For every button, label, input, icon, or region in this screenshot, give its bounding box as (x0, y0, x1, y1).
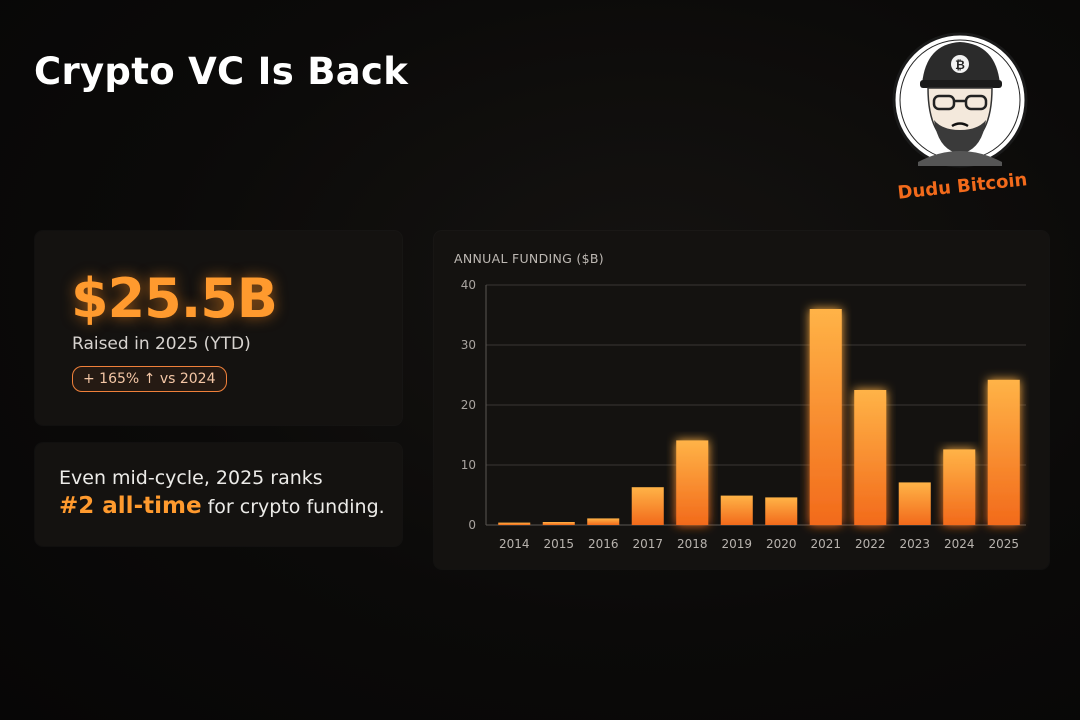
x-tick-label: 2021 (810, 537, 841, 551)
bar-2019 (720, 495, 753, 525)
bar-2021 (809, 309, 842, 525)
bar-2018 (676, 440, 709, 525)
y-tick-label: 0 (468, 518, 476, 532)
note-line-2: #2 all-time for crypto funding. (59, 493, 385, 519)
x-tick-label: 2014 (499, 537, 530, 551)
bar-chart: 0 10 20 30 40 2014 2015 2016 2017 2018 2019 2020 20… (461, 278, 1026, 551)
bar-2017 (631, 487, 664, 525)
brand-logo: ₿ Dudu Bitcoin (892, 32, 1029, 200)
x-tick-label: 2025 (988, 537, 1019, 551)
brand-name: Dudu Bitcoin (897, 169, 1029, 200)
headline-value: $25.5B (71, 267, 278, 330)
note-line-1: Even mid-cycle, 2025 ranks (59, 467, 323, 489)
bar-2014 (498, 522, 531, 525)
svg-text:₿: ₿ (955, 58, 965, 72)
note-card: Even mid-cycle, 2025 ranks #2 all-time f… (35, 443, 402, 546)
x-tick-label: 2022 (855, 537, 886, 551)
note-rest: for crypto funding. (201, 496, 385, 518)
note-highlight: #2 all-time (59, 493, 202, 519)
x-tick-label: 2016 (588, 537, 619, 551)
bar-2015 (542, 522, 575, 525)
y-tick-label: 40 (461, 278, 476, 292)
bar-2016 (587, 518, 620, 525)
bar-2025 (987, 379, 1020, 525)
growth-badge: + 165% ↑ vs 2024 (72, 366, 227, 392)
x-tick-label: 2023 (899, 537, 930, 551)
y-tick-label: 10 (461, 458, 476, 472)
page-title: Crypto VC Is Back (34, 50, 409, 93)
bar-2022 (854, 390, 887, 525)
headline-label: Raised in 2025 (YTD) (72, 334, 251, 354)
y-tick-label: 20 (461, 398, 476, 412)
x-tick-label: 2019 (721, 537, 752, 551)
x-tick-label: 2024 (944, 537, 975, 551)
bar-2023 (898, 482, 931, 525)
bar-2020 (765, 497, 798, 525)
chart-title: ANNUAL FUNDING ($B) (454, 251, 604, 266)
bar-2024 (943, 449, 976, 525)
x-tick-label: 2015 (543, 537, 574, 551)
x-tick-label: 2017 (632, 537, 663, 551)
x-tick-label: 2018 (677, 537, 708, 551)
chart-card: ANNUAL FUNDING ($B) 0 10 20 30 40 2014 2015 20… (434, 231, 1049, 569)
avatar-icon: ₿ (892, 32, 1028, 168)
x-tick-label: 2020 (766, 537, 797, 551)
y-tick-label: 30 (461, 338, 476, 352)
headline-card: $25.5B Raised in 2025 (YTD) + 165% ↑ vs … (35, 231, 402, 425)
